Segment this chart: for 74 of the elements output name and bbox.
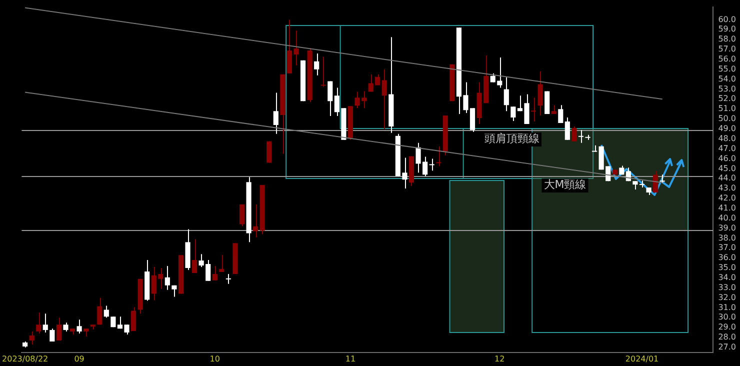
y-tick-label: 29.0	[718, 322, 736, 332]
y-tick-label: 33.0	[718, 282, 736, 292]
y-tick-label: 57.0	[718, 44, 736, 54]
y-tick-label: 48.0	[718, 134, 736, 143]
y-tick-label: 59.0	[718, 24, 736, 34]
candlestick	[192, 238, 198, 274]
x-tick-label: 12	[494, 354, 505, 364]
candlestick	[578, 129, 584, 144]
candlestick	[544, 90, 550, 115]
candlestick	[504, 76, 509, 112]
candlestick	[97, 297, 102, 326]
y-tick-label: 28.0	[718, 332, 736, 342]
candlestick	[530, 97, 536, 122]
y-tick-label: 38.0	[718, 233, 736, 242]
y-tick-label: 46.0	[718, 154, 736, 163]
y-tick-label: 56.0	[718, 54, 736, 64]
y-tick-label: 40.0	[718, 213, 736, 222]
candlestick	[36, 312, 42, 334]
candlestick	[219, 254, 224, 272]
candlestick	[239, 204, 245, 227]
y-tick-label: 47.0	[718, 144, 736, 153]
candlestick	[429, 158, 434, 172]
candlestick	[130, 306, 136, 332]
y-tick-label: 53.0	[718, 84, 736, 94]
x-tick-label: 09	[74, 354, 84, 364]
y-tick-label: 43.0	[718, 184, 736, 193]
candlestick	[328, 80, 333, 117]
candlestick	[29, 331, 34, 345]
y-tick-label: 34.0	[718, 272, 736, 282]
candlestick	[510, 106, 516, 122]
y-tick-label: 39.0	[718, 223, 736, 232]
y-tick-label: 32.0	[718, 292, 736, 302]
candlestick	[538, 70, 543, 116]
candlestick	[226, 273, 231, 284]
candlestick	[164, 266, 170, 290]
candlestick	[653, 170, 658, 194]
candlestick	[42, 313, 48, 334]
y-tick-label: 45.0	[718, 164, 736, 173]
candlestick	[273, 92, 278, 134]
candlestick	[564, 117, 570, 140]
ref-line-label: 大M頸線	[544, 178, 586, 191]
y-tick-label: 51.0	[718, 104, 736, 114]
y-tick-label: 44.0	[718, 174, 736, 183]
y-tick-label: 49.0	[718, 124, 736, 134]
candlestick	[572, 126, 577, 142]
y-tick-label: 41.0	[718, 203, 736, 212]
y-tick-label: 27.0	[718, 342, 736, 352]
y-tick-label: 31.0	[718, 302, 736, 312]
x-tick-label: 10	[210, 354, 220, 364]
y-tick-label: 35.0	[718, 263, 736, 272]
x-tick-label: 11	[345, 354, 356, 364]
y-tick-label: 50.0	[718, 114, 736, 124]
candlestick	[382, 68, 387, 130]
ref-line-label: 頭肩頂頸線	[484, 132, 540, 145]
x-tick-label: 2023/08/22	[2, 354, 48, 364]
candlestick	[212, 266, 218, 281]
y-tick-label: 55.0	[718, 64, 736, 74]
y-tick-label: 42.0	[718, 194, 736, 203]
candlestick	[314, 52, 320, 76]
y-tick-label: 52.0	[718, 94, 736, 104]
y-tick-label: 37.0	[718, 243, 736, 252]
candlestick	[104, 305, 109, 318]
candlestick	[320, 56, 326, 88]
y-tick-label: 30.0	[718, 312, 736, 322]
y-tick-label: 58.0	[718, 34, 736, 44]
candlestick	[558, 104, 564, 124]
y-tick-label: 36.0	[718, 253, 736, 262]
y-tick-label: 60.0	[718, 14, 736, 24]
candlestick	[76, 319, 82, 334]
candlestick	[436, 146, 442, 167]
candlestick	[50, 328, 55, 342]
y-tick-label: 54.0	[718, 74, 736, 84]
x-tick-label: 2024/01	[625, 354, 659, 364]
candlestick	[56, 317, 62, 341]
